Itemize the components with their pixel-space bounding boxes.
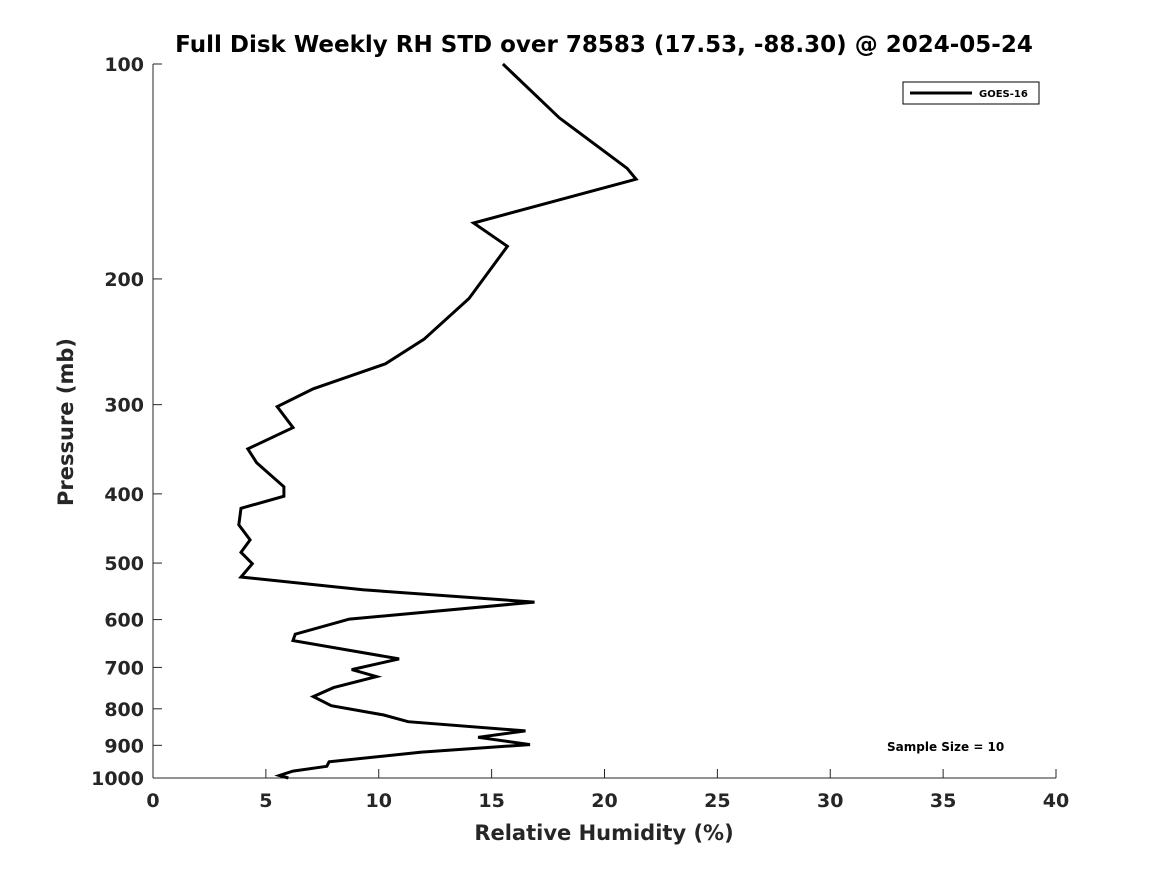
legend: GOES-16 [902, 81, 1040, 105]
x-axis-label: Relative Humidity (%) [474, 821, 733, 845]
x-tick-label: 10 [366, 790, 392, 812]
y-tick-label: 100 [104, 54, 144, 76]
x-tick-label: 25 [704, 790, 730, 812]
legend-label-goes-16: GOES-16 [979, 89, 1028, 100]
x-tick-label: 20 [591, 790, 617, 812]
y-tick-label: 600 [104, 610, 144, 632]
y-tick-label: 700 [104, 657, 144, 679]
sample-size-annotation: Sample Size = 10 [887, 740, 1004, 754]
plot-area [153, 64, 1056, 778]
y-tick-label: 400 [104, 484, 144, 506]
x-tick-label: 0 [146, 790, 159, 812]
chart-title: Full Disk Weekly RH STD over 78583 (17.5… [175, 32, 1033, 58]
x-tick-label: 5 [259, 790, 272, 812]
y-tick-label: 900 [104, 735, 144, 757]
x-axis-ticks: 0 5 10 15 20 25 30 35 40 [146, 769, 1069, 812]
y-tick-label: 300 [104, 395, 144, 417]
series-line-goes-16 [237, 62, 639, 780]
y-tick-label: 200 [104, 269, 144, 291]
y-tick-label: 800 [104, 699, 144, 721]
x-tick-label: 30 [817, 790, 843, 812]
y-tick-label: 500 [104, 553, 144, 575]
x-tick-label: 35 [930, 790, 956, 812]
y-axis-ticks: 100 200 300 400 500 600 700 800 900 1000 [91, 54, 162, 790]
x-tick-label: 15 [478, 790, 504, 812]
y-axis-label: Pressure (mb) [54, 338, 78, 506]
x-tick-label: 40 [1043, 790, 1069, 812]
y-tick-label: 1000 [91, 768, 144, 790]
series-layer [237, 62, 639, 780]
